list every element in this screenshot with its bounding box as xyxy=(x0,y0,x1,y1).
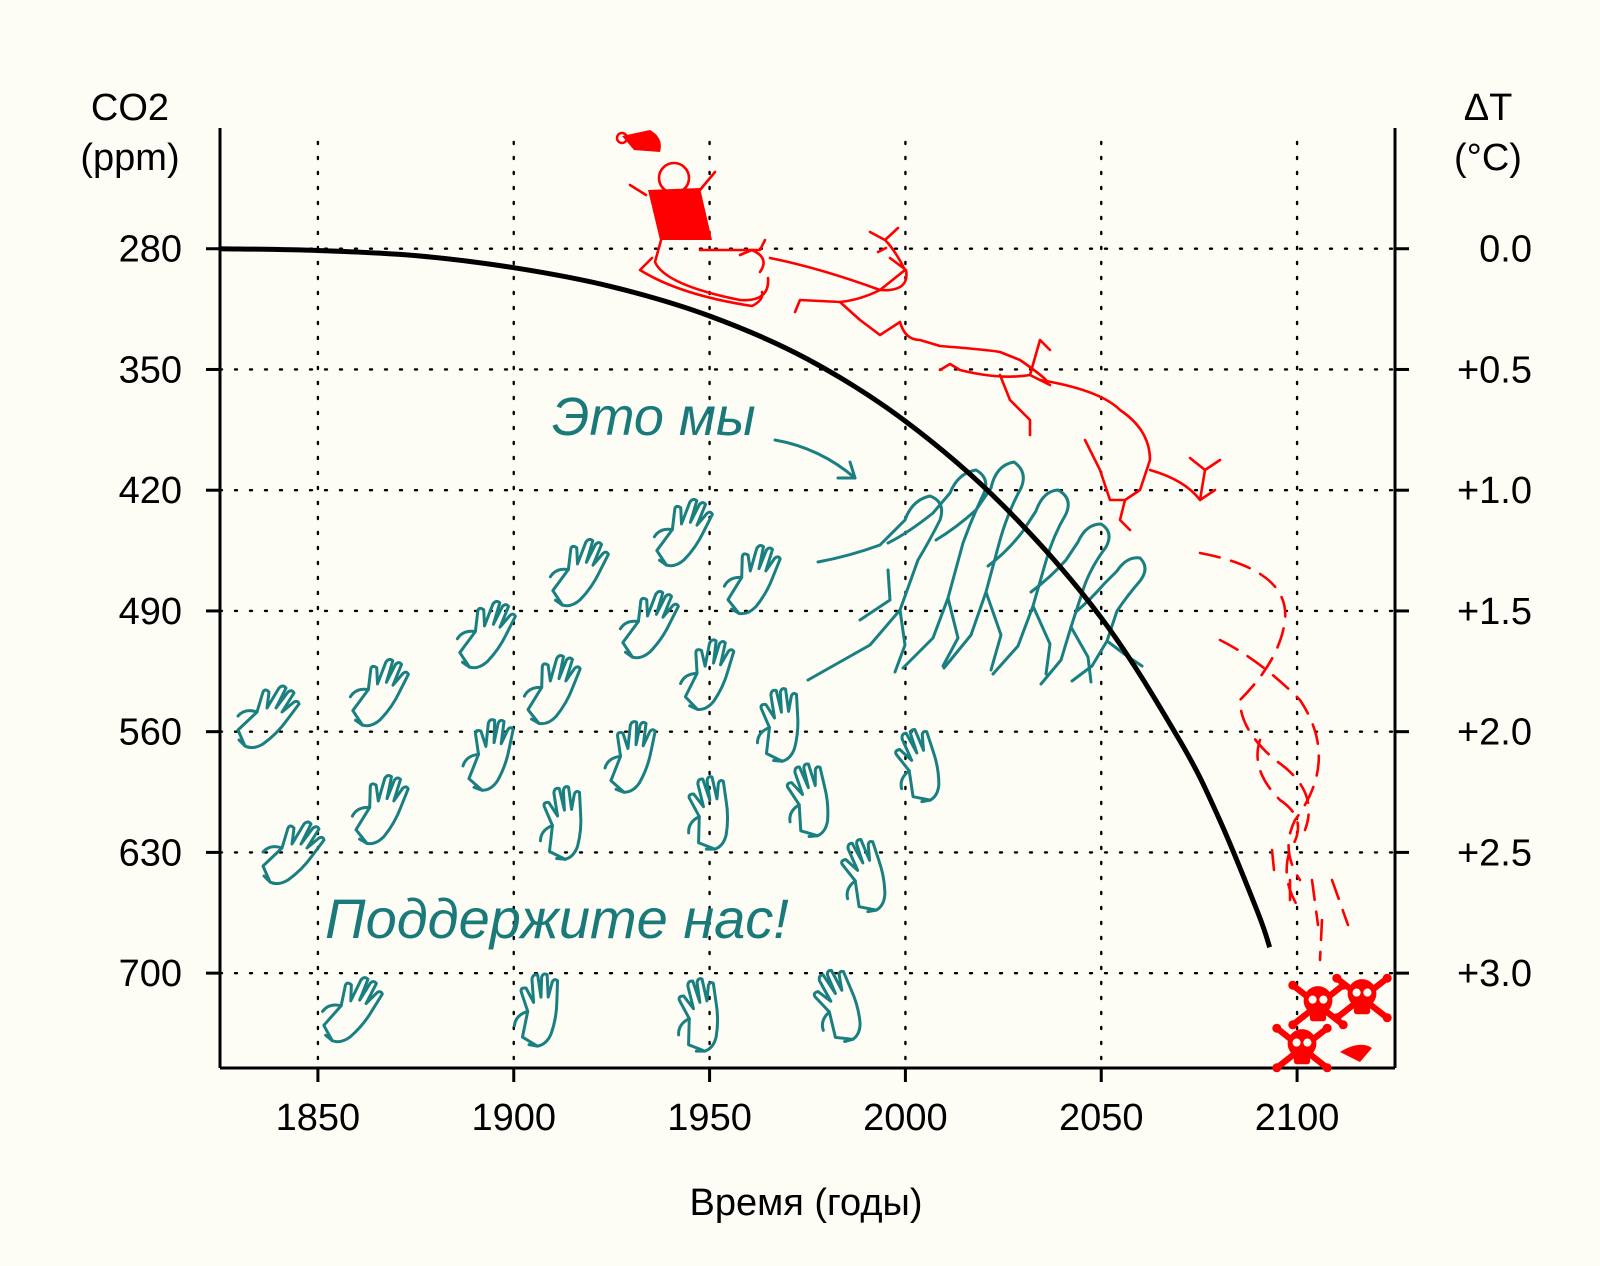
hand-icon xyxy=(795,961,883,1048)
hand-icon xyxy=(318,974,388,1045)
hand-icon xyxy=(236,684,301,750)
hand-icon xyxy=(515,649,593,729)
left-axis-title-line2: (ppm) xyxy=(80,137,179,179)
hand-icon xyxy=(655,969,746,1059)
x-tick-label: 1900 xyxy=(471,1097,556,1139)
left-tick-label: 420 xyxy=(119,470,182,512)
left-tick-label: 280 xyxy=(119,229,182,271)
right-tick-label: +1.5 xyxy=(1457,591,1532,633)
right-tick-label: 0.0 xyxy=(1479,229,1532,271)
people-pushing-icon xyxy=(806,460,1147,686)
right-tick-label: +3.0 xyxy=(1457,953,1532,995)
left-tick-label: 350 xyxy=(119,349,182,391)
right-axis-title-line2: (°C) xyxy=(1454,137,1522,179)
hand-icon xyxy=(668,633,751,715)
right-tick-label: +2.0 xyxy=(1457,712,1532,754)
vapor-trails xyxy=(1198,551,1350,962)
hand-icon xyxy=(343,769,421,849)
axis-ticks: 1850 1900 1950 2000 2050 2100 280 0.0 350 +0.5 420… xyxy=(119,229,1532,1139)
right-axis-title-line1: ΔT xyxy=(1464,87,1513,129)
hand-icon xyxy=(765,754,855,844)
annotation-us: Это мы xyxy=(552,387,857,480)
right-tick-label: +2.5 xyxy=(1457,832,1532,874)
hand-icon xyxy=(715,539,793,619)
left-tick-label: 490 xyxy=(119,591,182,633)
x-tick-label: 2100 xyxy=(1255,1097,1340,1139)
left-tick-label: 700 xyxy=(119,953,182,995)
hand-icon xyxy=(448,711,534,797)
hand-icon xyxy=(495,964,585,1053)
right-tick-label: +1.0 xyxy=(1457,470,1532,512)
hand-icon xyxy=(450,597,525,672)
left-tick-label: 630 xyxy=(119,832,182,874)
x-tick-label: 1850 xyxy=(276,1097,361,1139)
gridlines xyxy=(218,140,1397,1070)
hand-icons xyxy=(236,495,964,1059)
annotation-us-text: Это мы xyxy=(552,387,756,447)
santa-sleigh-icon xyxy=(615,130,770,308)
hand-icon xyxy=(821,830,910,919)
left-tick-label: 560 xyxy=(119,712,182,754)
hand-icon xyxy=(736,679,827,769)
skull-crossbones-icon xyxy=(1272,974,1391,1073)
x-axis-title: Время (годы) xyxy=(690,1182,923,1224)
hand-icon xyxy=(343,655,418,730)
x-tick-label: 1950 xyxy=(667,1097,752,1139)
hand-icon xyxy=(875,720,964,809)
hand-icon xyxy=(590,713,676,799)
hand-icon xyxy=(665,767,756,857)
left-axis-title-line1: CO2 xyxy=(91,87,169,129)
reindeer-icon xyxy=(768,226,1222,532)
hand-icon xyxy=(543,535,618,610)
x-tick-label: 2000 xyxy=(863,1097,948,1139)
annotation-support-text: Поддержите нас! xyxy=(325,887,789,950)
plot-frame xyxy=(218,128,1397,1070)
co2-curve xyxy=(219,246,1273,949)
x-tick-label: 2050 xyxy=(1059,1097,1144,1139)
hand-icon xyxy=(261,820,326,886)
right-tick-label: +0.5 xyxy=(1457,349,1532,391)
hand-icon xyxy=(613,587,688,662)
